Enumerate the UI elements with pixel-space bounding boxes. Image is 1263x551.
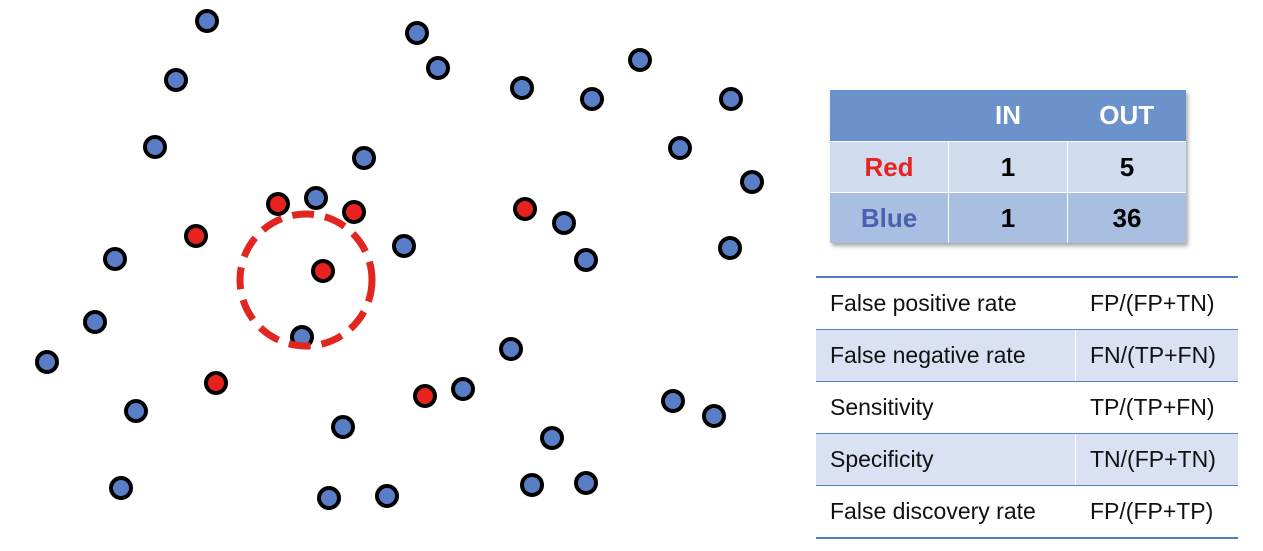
scatter-plot xyxy=(35,9,764,510)
metric-name: False negative rate xyxy=(816,330,1076,381)
confusion-cell-blue-out: 36 xyxy=(1068,192,1186,243)
blue-dot xyxy=(405,21,429,45)
metric-row: False positive rate FP/(FP+TN) xyxy=(816,278,1238,329)
confusion-cell-blue-in: 1 xyxy=(949,192,1068,243)
metric-row: False discovery rate FP/(FP+TP) xyxy=(816,486,1238,537)
blue-dot xyxy=(164,68,188,92)
blue-dot xyxy=(661,389,685,413)
blue-dot xyxy=(628,48,652,72)
metric-formula: FP/(FP+TN) xyxy=(1090,290,1215,316)
metrics-table: False positive rate FP/(FP+TN) False neg… xyxy=(816,276,1238,539)
red-dot xyxy=(413,384,437,408)
confusion-row-label-red: Red xyxy=(830,141,949,192)
metric-formula: FP/(FP+TP) xyxy=(1090,498,1214,524)
blue-dot xyxy=(510,76,534,100)
blue-dot xyxy=(35,350,59,374)
metric-formula: TP/(TP+FN) xyxy=(1090,394,1215,420)
metric-name: False positive rate xyxy=(816,278,1076,329)
confusion-row-blue: Blue 1 36 xyxy=(830,192,1186,243)
confusion-row-red: Red 1 5 xyxy=(830,141,1186,192)
blue-dot xyxy=(718,236,742,260)
confusion-header-row: IN OUT xyxy=(830,90,1186,141)
confusion-header-out: OUT xyxy=(1099,100,1155,130)
metric-name: Sensitivity xyxy=(816,382,1076,433)
blue-dot xyxy=(109,476,133,500)
blue-dot xyxy=(668,136,692,160)
blue-dot xyxy=(124,399,148,423)
metric-row: Specificity TN/(FP+TN) xyxy=(816,433,1238,486)
blue-dot xyxy=(499,337,523,361)
red-dot xyxy=(266,192,290,216)
red-dot xyxy=(184,224,208,248)
blue-dot xyxy=(540,426,564,450)
blue-dot xyxy=(195,9,219,33)
confusion-row-label-blue: Blue xyxy=(830,192,949,243)
metric-row: False negative rate FN/(TP+FN) xyxy=(816,329,1238,382)
blue-dot xyxy=(719,87,743,111)
blue-dot xyxy=(451,377,475,401)
confusion-header-corner xyxy=(830,90,949,141)
confusion-header-in: IN xyxy=(995,100,1021,130)
blue-dot xyxy=(740,170,764,194)
selection-circle xyxy=(236,210,376,350)
metric-name: False discovery rate xyxy=(816,486,1076,537)
blue-dot xyxy=(143,135,167,159)
metric-formula: TN/(FP+TN) xyxy=(1090,446,1216,472)
blue-dot xyxy=(352,146,376,170)
red-dot xyxy=(513,197,537,221)
blue-dot xyxy=(552,211,576,235)
blue-dot xyxy=(520,473,544,497)
blue-dot xyxy=(304,186,328,210)
blue-dot xyxy=(331,415,355,439)
blue-dot xyxy=(103,247,127,271)
blue-dot xyxy=(580,87,604,111)
confusion-table: IN OUT Red 1 5 Blue 1 36 xyxy=(830,90,1186,243)
confusion-cell-red-out: 5 xyxy=(1068,141,1186,192)
confusion-cell-red-in: 1 xyxy=(949,141,1068,192)
blue-dot xyxy=(375,484,399,508)
metric-name: Specificity xyxy=(816,434,1076,485)
blue-dot xyxy=(574,248,598,272)
metric-row: Sensitivity TP/(TP+FN) xyxy=(816,382,1238,433)
metric-formula: FN/(TP+FN) xyxy=(1090,342,1216,368)
blue-dot xyxy=(426,56,450,80)
blue-dot xyxy=(574,471,598,495)
blue-dot xyxy=(392,234,416,258)
red-dot xyxy=(342,200,366,224)
blue-dot xyxy=(702,404,726,428)
blue-dot xyxy=(83,310,107,334)
red-dot xyxy=(204,371,228,395)
red-dot xyxy=(311,259,335,283)
blue-dot xyxy=(317,486,341,510)
